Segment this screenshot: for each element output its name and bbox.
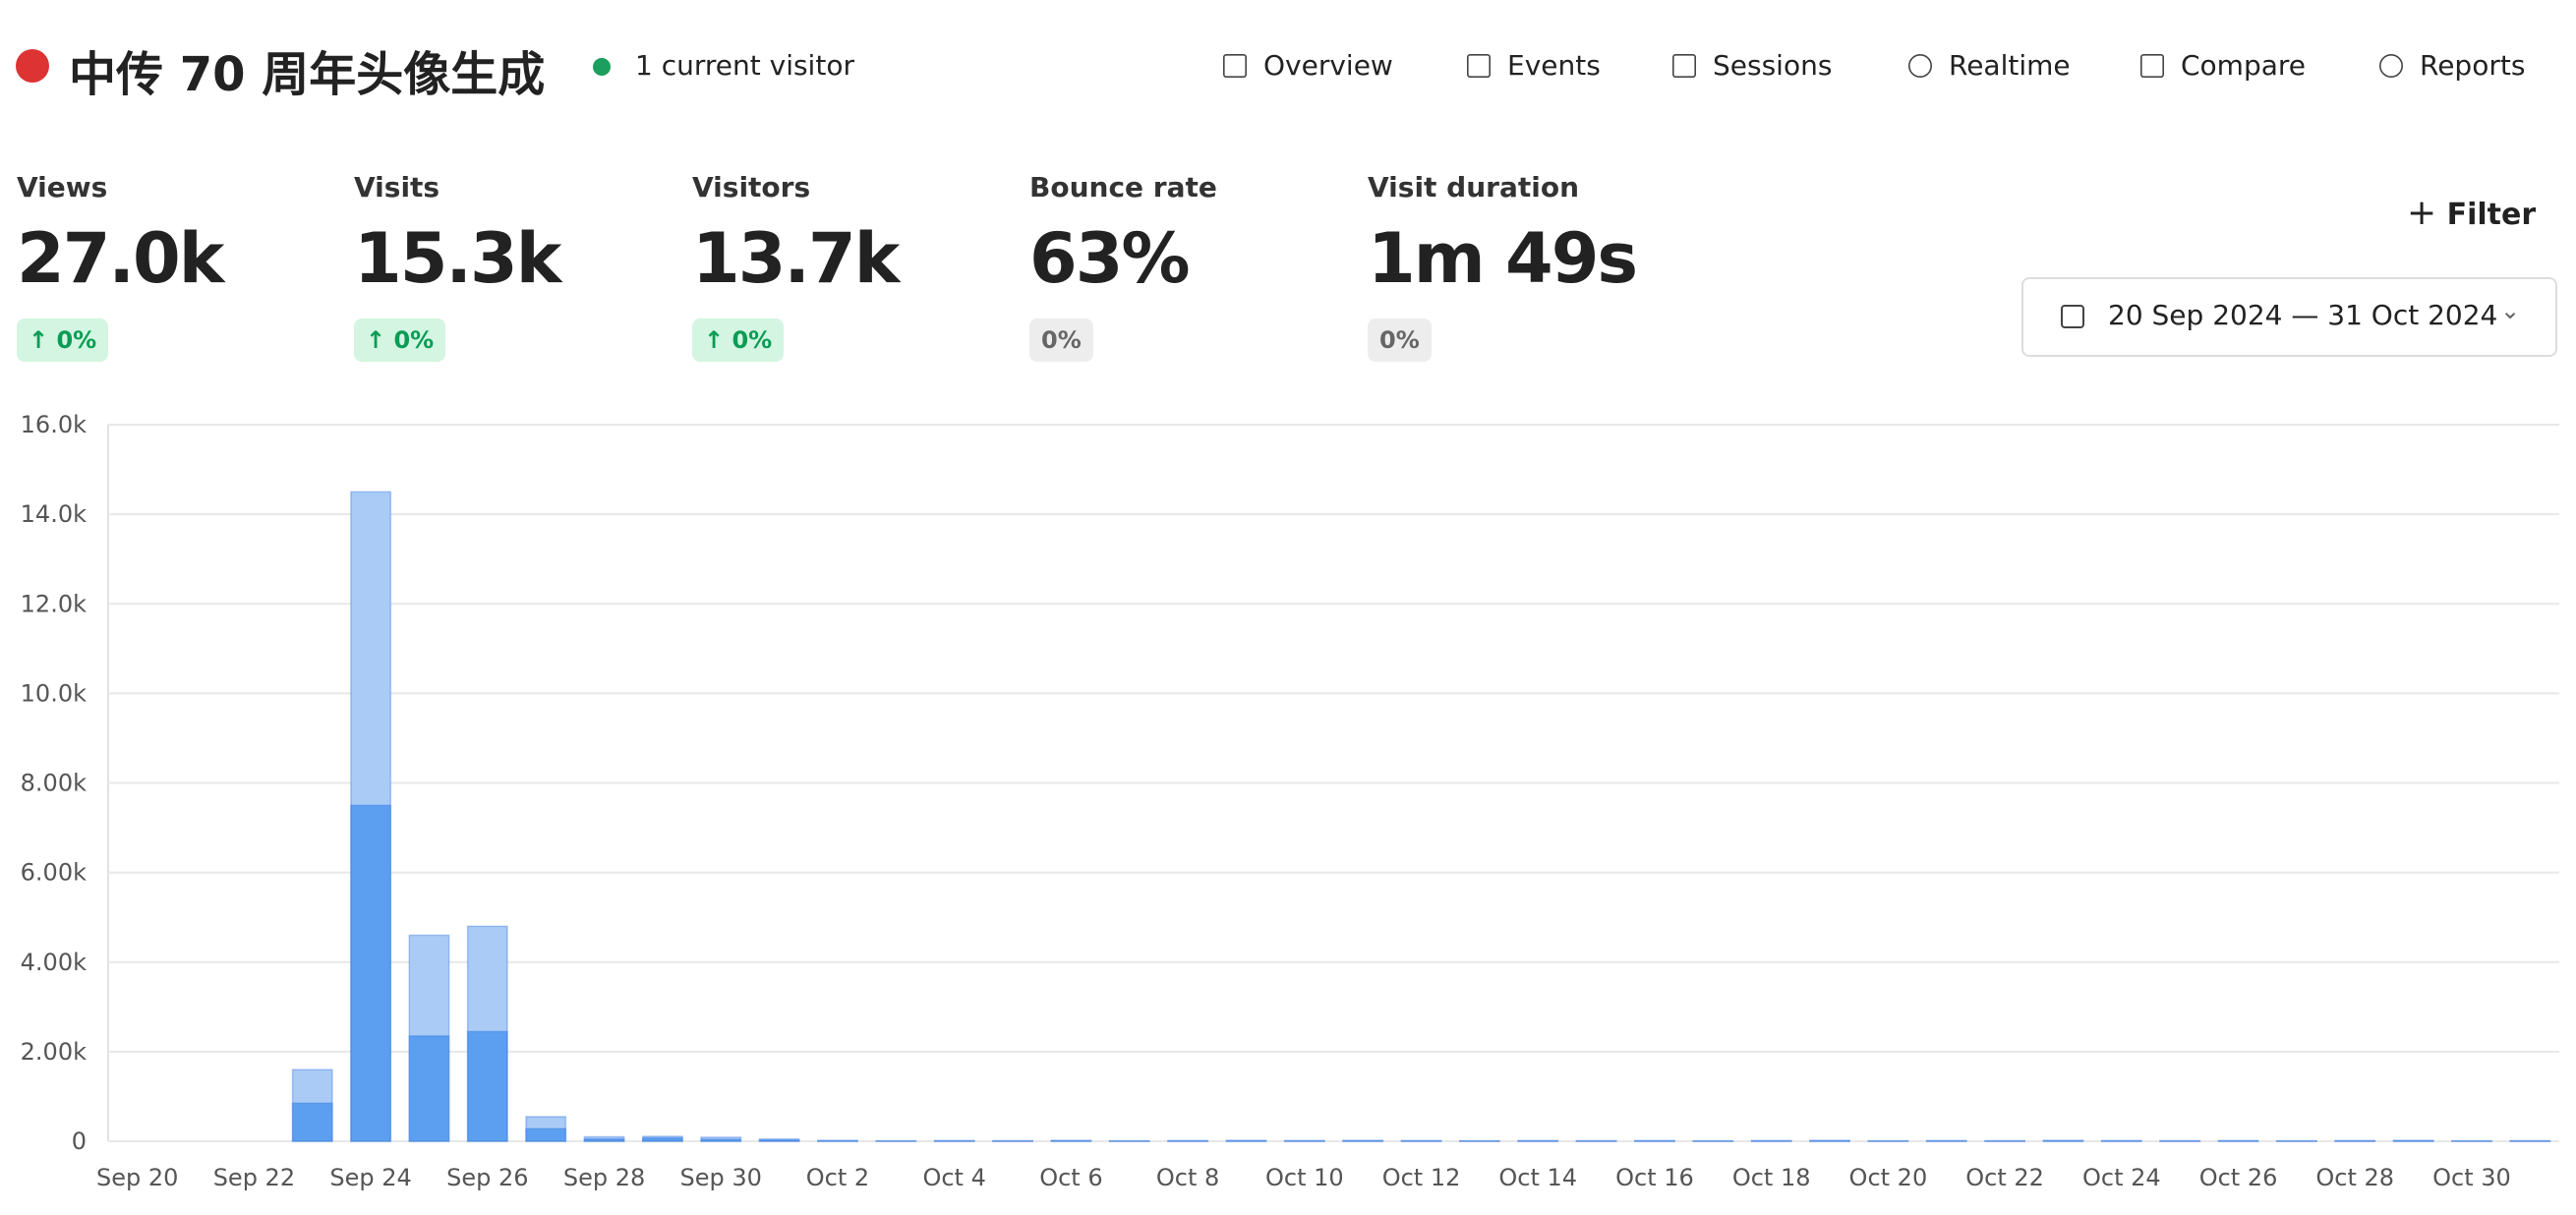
nav-item[interactable]: Realtime xyxy=(1949,49,2071,82)
nav-icon xyxy=(2140,54,2164,78)
x-tick-label: Oct 30 xyxy=(2432,1164,2511,1191)
x-tick-label: Sep 24 xyxy=(329,1164,411,1191)
x-tick-label: Oct 24 xyxy=(2082,1164,2161,1191)
y-tick-label: 0 xyxy=(72,1128,87,1155)
metric-value: 1m 49s xyxy=(1368,218,1638,299)
nav-icon xyxy=(1223,54,1247,78)
y-tick-label: 8.00k xyxy=(21,770,87,797)
bar xyxy=(700,1138,742,1142)
bar xyxy=(525,1128,567,1142)
change-text: 0% xyxy=(56,326,97,354)
metric-label: Visits xyxy=(354,171,440,203)
site-title: 中传 70 周年头像生成 xyxy=(69,47,546,102)
bar xyxy=(758,1139,800,1142)
chevron: ⌄ xyxy=(2500,297,2521,324)
metric-label: Views xyxy=(17,171,108,203)
bar xyxy=(408,1035,450,1142)
metric-value: 15.3k xyxy=(354,218,561,299)
y-tick-label: 14.0k xyxy=(21,500,87,528)
metric-value: 27.0k xyxy=(17,218,224,299)
nav-icon xyxy=(1908,54,1932,78)
up-arrow: ↑ xyxy=(29,326,57,354)
x-tick-label: Sep 20 xyxy=(96,1164,178,1191)
change-text: 0% xyxy=(393,326,435,354)
x-tick-label: Oct 10 xyxy=(1265,1164,1344,1191)
x-tick-label: Oct 16 xyxy=(1615,1164,1694,1191)
nav-icon xyxy=(1672,54,1696,78)
x-tick-label: Oct 22 xyxy=(1965,1164,2044,1191)
nav-item[interactable]: Compare xyxy=(2181,49,2307,82)
x-tick-label: Sep 28 xyxy=(563,1164,645,1191)
y-tick-label: 12.0k xyxy=(21,590,87,617)
change-text: 0% xyxy=(1379,326,1420,354)
metric-change: 0% xyxy=(1368,318,1432,362)
calendar-icon xyxy=(2061,305,2084,328)
logo xyxy=(16,49,49,83)
bar xyxy=(291,1102,333,1142)
bar xyxy=(350,804,392,1142)
metric-change: 0% xyxy=(1029,318,1093,362)
metric-change: ↑ 0% xyxy=(354,318,446,362)
y-tick-label: 16.0k xyxy=(21,411,87,438)
metric-value: 63% xyxy=(1029,218,1191,299)
up-arrow: ↑ xyxy=(704,326,732,354)
metric-label: Visitors xyxy=(692,171,811,203)
filter-button[interactable]: + Filter xyxy=(2407,193,2537,233)
x-tick-label: Oct 18 xyxy=(1732,1164,1811,1191)
change-text: 0% xyxy=(732,326,773,354)
x-tick-label: Oct 8 xyxy=(1156,1164,1219,1191)
x-tick-label: Oct 14 xyxy=(1498,1164,1577,1191)
nav-item[interactable]: Events xyxy=(1507,49,1601,82)
y-tick-label: 6.00k xyxy=(21,859,87,887)
x-tick-label: Sep 22 xyxy=(213,1164,295,1191)
y-tick-label: 2.00k xyxy=(21,1038,87,1066)
x-tick-label: Oct 12 xyxy=(1382,1164,1461,1191)
live-dot xyxy=(593,58,611,76)
x-tick-label: Oct 28 xyxy=(2315,1164,2394,1191)
nav-item[interactable]: Sessions xyxy=(1713,49,1833,82)
metric-change: ↑ 0% xyxy=(692,318,785,362)
up-arrow: ↑ xyxy=(366,326,394,354)
nav-icon xyxy=(1467,54,1491,78)
x-tick-label: Sep 30 xyxy=(680,1164,762,1191)
metric-label: Visit duration xyxy=(1368,171,1580,203)
x-tick-label: Oct 4 xyxy=(922,1164,985,1191)
bar xyxy=(583,1137,625,1142)
x-tick-label: Oct 2 xyxy=(806,1164,869,1191)
filter-label: Filter xyxy=(2446,198,2537,232)
bar xyxy=(466,1030,508,1142)
date-range: 20 Sep 2024 — 31 Oct 2024 xyxy=(2108,299,2498,331)
y-tick-label: 4.00k xyxy=(21,949,87,976)
bar xyxy=(641,1137,683,1142)
metric-change: ↑ 0% xyxy=(17,318,109,362)
nav-item[interactable]: Overview xyxy=(1263,49,1393,82)
nav-item[interactable]: Reports xyxy=(2420,49,2526,82)
x-tick-label: Sep 26 xyxy=(446,1164,528,1191)
nav-icon xyxy=(2379,54,2403,78)
x-tick-label: Oct 20 xyxy=(1849,1164,1928,1191)
y-tick-label: 10.0k xyxy=(21,679,87,707)
metric-value: 13.7k xyxy=(692,218,900,299)
date-picker[interactable]: 20 Sep 2024 — 31 Oct 2024 ⌄ xyxy=(2021,277,2557,357)
current-visitors: 1 current visitor xyxy=(635,49,854,82)
x-tick-label: Oct 26 xyxy=(2199,1164,2278,1191)
change-text: 0% xyxy=(1041,326,1082,354)
metric-label: Bounce rate xyxy=(1029,171,1217,203)
x-tick-label: Oct 6 xyxy=(1039,1164,1102,1191)
